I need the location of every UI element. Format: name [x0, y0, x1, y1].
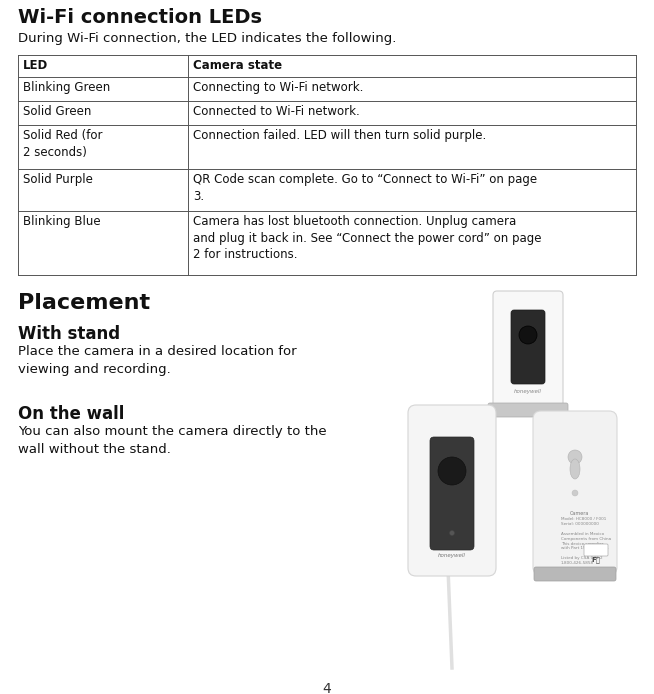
Ellipse shape — [570, 459, 580, 479]
Text: Blinking Green: Blinking Green — [23, 81, 111, 94]
Text: FⒸ: FⒸ — [591, 557, 600, 564]
Text: LED: LED — [23, 59, 48, 72]
Bar — [18, 55, 636, 77]
Text: Connection failed. LED will then turn solid purple.: Connection failed. LED will then turn so… — [193, 129, 486, 142]
Text: QR Code scan complete. Go to “Connect to Wi-Fi” on page
3.: QR Code scan complete. Go to “Connect to… — [193, 173, 537, 203]
Circle shape — [438, 457, 466, 485]
Bar — [18, 101, 636, 125]
Text: Camera has lost bluetooth connection. Unplug camera
and plug it back in. See “Co: Camera has lost bluetooth connection. Un… — [193, 215, 542, 261]
Circle shape — [449, 530, 455, 536]
Text: Wi-Fi connection LEDs: Wi-Fi connection LEDs — [18, 8, 262, 27]
Bar — [18, 211, 636, 275]
Circle shape — [519, 326, 537, 344]
FancyBboxPatch shape — [534, 567, 616, 581]
Circle shape — [572, 490, 578, 496]
Text: Connected to Wi-Fi network.: Connected to Wi-Fi network. — [193, 105, 360, 118]
Text: 4: 4 — [322, 682, 332, 694]
FancyBboxPatch shape — [488, 403, 568, 417]
Bar — [18, 125, 636, 169]
Text: Model: HC8000 / F001
Serial: 000000000

Assembled in Mexico
Components from Chin: Model: HC8000 / F001 Serial: 000000000 A… — [561, 517, 611, 565]
Text: You can also mount the camera directly to the
wall without the stand.: You can also mount the camera directly t… — [18, 425, 326, 456]
FancyBboxPatch shape — [533, 411, 617, 575]
Text: Solid Red (for
2 seconds): Solid Red (for 2 seconds) — [23, 129, 103, 158]
Text: On the wall: On the wall — [18, 405, 124, 423]
Text: honeywell: honeywell — [438, 554, 466, 559]
FancyBboxPatch shape — [430, 437, 474, 550]
Text: Connecting to Wi-Fi network.: Connecting to Wi-Fi network. — [193, 81, 364, 94]
Text: With stand: With stand — [18, 325, 120, 343]
Text: honeywell: honeywell — [514, 389, 542, 393]
FancyBboxPatch shape — [493, 291, 563, 407]
Text: Solid Green: Solid Green — [23, 105, 92, 118]
FancyBboxPatch shape — [511, 310, 545, 384]
Text: Place the camera in a desired location for
viewing and recording.: Place the camera in a desired location f… — [18, 345, 297, 376]
Bar — [18, 169, 636, 211]
Text: Camera state: Camera state — [193, 59, 282, 72]
Text: Solid Purple: Solid Purple — [23, 173, 93, 186]
Text: Blinking Blue: Blinking Blue — [23, 215, 101, 228]
FancyBboxPatch shape — [584, 544, 608, 556]
Text: Placement: Placement — [18, 293, 150, 313]
FancyBboxPatch shape — [408, 405, 496, 576]
Circle shape — [568, 450, 582, 464]
Text: Camera: Camera — [570, 511, 589, 516]
Text: During Wi-Fi connection, the LED indicates the following.: During Wi-Fi connection, the LED indicat… — [18, 32, 396, 45]
Bar — [18, 77, 636, 101]
